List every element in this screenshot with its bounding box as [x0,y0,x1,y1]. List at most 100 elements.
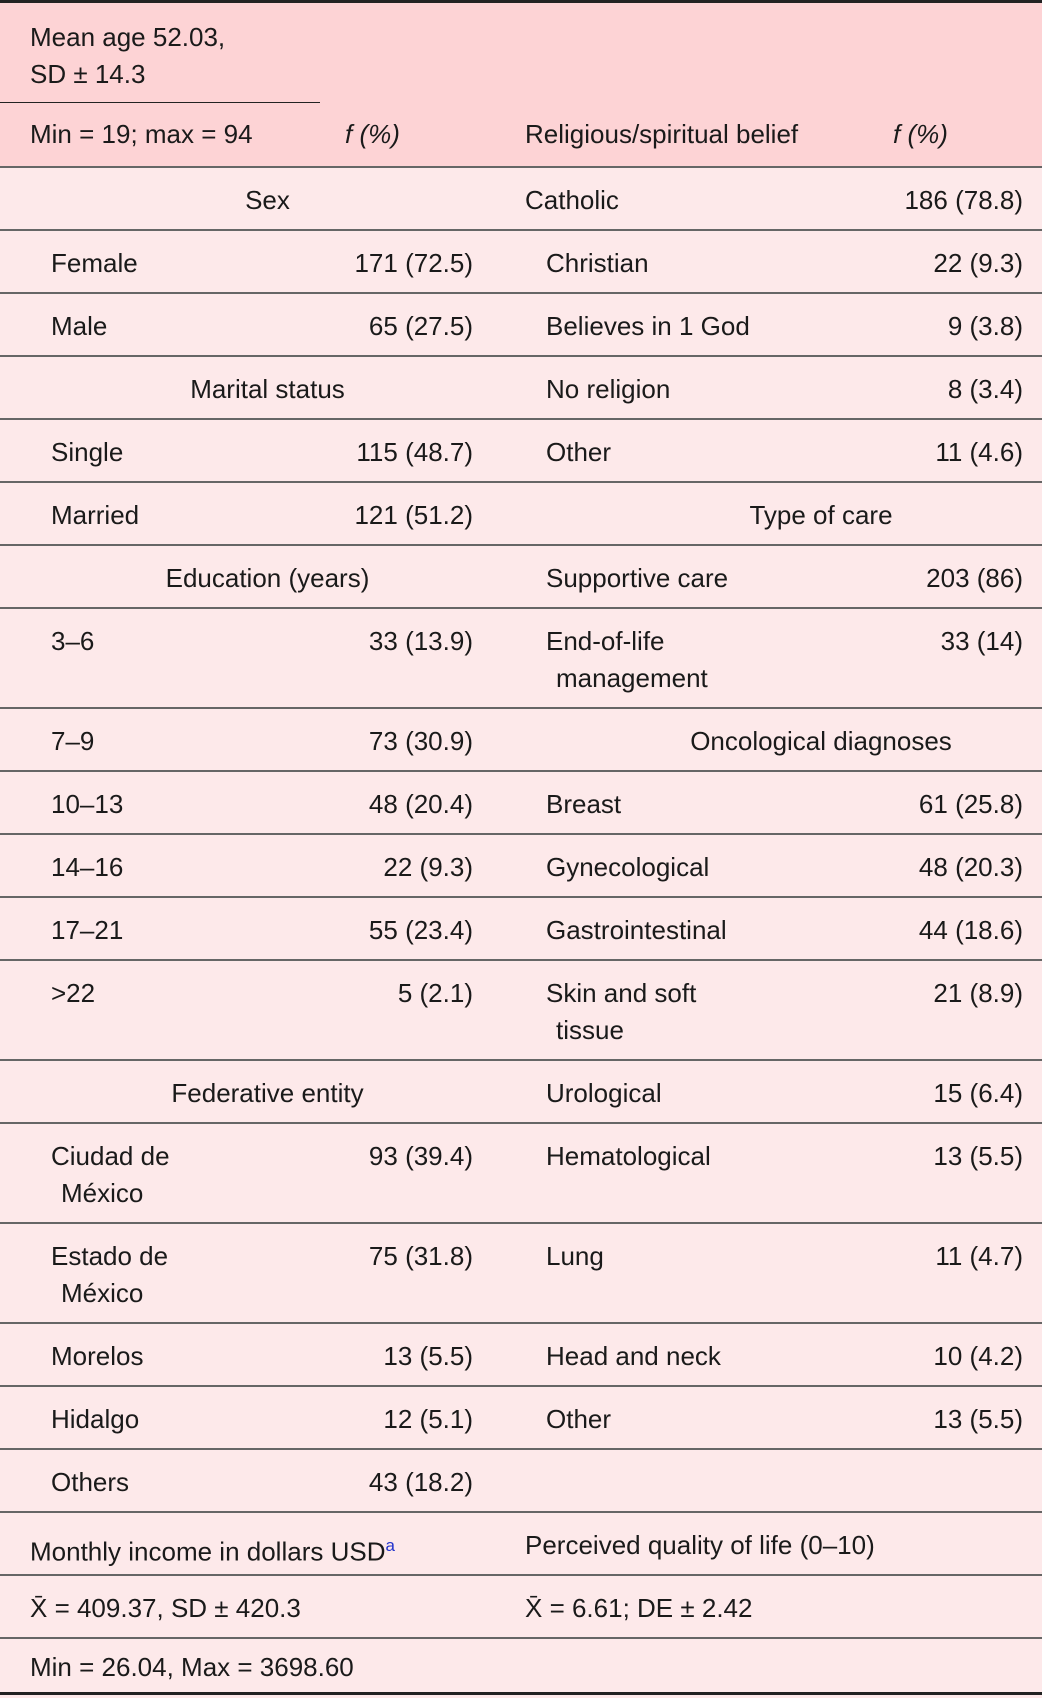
left-item-value: 171 (72.5) [354,248,473,278]
table-row: 7–9 73 (30.9) Oncological diagnoses [0,709,1042,772]
left-item-value: 121 (51.2) [354,500,473,530]
left-item-value: 43 (18.2) [368,1467,473,1497]
right-item-value: 15 (6.4) [933,1078,1023,1108]
left-item-label: Morelos [51,1341,144,1371]
right-item-value: 22 (9.3) [933,248,1023,278]
left-item-value: 33 (13.9) [368,626,473,656]
table-row: Federative entity Urological 15 (6.4) [0,1061,1042,1124]
table-row: Hidalgo 12 (5.1) Other 13 (5.5) [0,1387,1042,1450]
table-row: 10–13 48 (20.4) Breast 61 (25.8) [0,772,1042,835]
table-row: Male 65 (27.5) Believes in 1 God 9 (3.8) [0,294,1042,357]
footer-row-range: Min = 26.04, Max = 3698.60 [0,1639,1042,1695]
left-item-value: 73 (30.9) [368,726,473,756]
age-range-header: Min = 19; max = 94 [30,119,253,149]
right-item-value: 9 (3.8) [947,311,1023,341]
left-item-value: 5 (2.1) [397,978,473,1008]
right-item-value: 11 (4.7) [935,1241,1023,1271]
table-row: Marital status No religion 8 (3.4) [0,357,1042,420]
section-heading: Marital status [190,374,345,404]
right-item-label: Hematological [546,1141,711,1171]
left-item-label: >22 [51,978,96,1008]
right-item-value: 186 (78.8) [904,185,1023,215]
mean-age-text: Mean age 52.03, SD ± 14.3 [30,22,226,89]
header-rule [0,102,320,103]
right-item-label: Breast [546,789,622,819]
section-heading: Education (years) [165,563,370,593]
left-item-value: 65 (27.5) [368,311,473,341]
right-item-label: Believes in 1 God [546,311,750,341]
right-item-value: 33 (14) [940,626,1023,656]
left-item-label: 7–9 [51,726,95,756]
left-item-value: 22 (9.3) [383,852,473,882]
section-heading: Federative entity [171,1078,364,1108]
right-item-value: 8 (3.4) [947,374,1023,404]
right-item-label: No religion [546,374,671,404]
table-row: Estado de México 75 (31.8) Lung 11 (4.7) [0,1224,1042,1324]
left-item-label: Single [51,437,124,467]
income-footnote-link[interactable]: a [385,1536,395,1555]
right-item-label: Christian [546,248,649,278]
frequency-header-right-text: f (%) [893,119,948,149]
section-heading: Sex [245,185,290,215]
left-item-value: 12 (5.1) [383,1404,473,1434]
quality-of-life-mean: X̄ = 6.61; DE ± 2.42 [525,1593,753,1623]
religious-belief-header: Religious/spiritual belief [525,119,799,149]
right-item-label: End-of-life management [546,626,708,693]
right-item-label: Urological [546,1078,662,1108]
income-label: Monthly income in dollars USDa [30,1527,395,1571]
left-item-value: 48 (20.4) [368,789,473,819]
left-item-label: 3–6 [51,626,95,656]
right-item-label: Lung [546,1241,604,1271]
right-item-value: 203 (86) [926,563,1023,593]
left-item-value: 115 (48.7) [356,437,473,467]
left-item-value: 75 (31.8) [368,1241,473,1271]
table-row: Others 43 (18.2) [0,1450,1042,1513]
right-item-label: Other [546,437,612,467]
right-item-value: 44 (18.6) [918,915,1023,945]
right-item-value: 11 (4.6) [935,437,1023,467]
left-item-label: 17–21 [51,915,124,945]
table-row: Married 121 (51.2) Type of care [0,483,1042,546]
right-item-label: Other [546,1404,612,1434]
frequency-header-right: f (%) [893,116,948,153]
frequency-header-left-text: f (%) [345,119,400,149]
left-item-label: 10–13 [51,789,124,819]
table-row: 3–6 33 (13.9) End-of-life management 33 (14… [0,609,1042,709]
right-item-label: Head and neck [546,1341,721,1371]
table-row: 17–21 55 (23.4) Gastrointestinal 44 (18.6) [0,898,1042,961]
right-item-value: 13 (5.5) [933,1141,1023,1171]
left-item-label: Married [51,500,140,530]
table-row: >22 5 (2.1) Skin and soft tissue 21 (8.9) [0,961,1042,1061]
table-row: Single 115 (48.7) Other 11 (4.6) [0,420,1042,483]
right-item-value: 10 (4.2) [933,1341,1023,1371]
table-row: Education (years) Supportive care 203 (86) [0,546,1042,609]
table-row: Female 171 (72.5) Christian 22 (9.3) [0,231,1042,294]
income-range: Min = 26.04, Max = 3698.60 [30,1652,354,1682]
right-item-label: Catholic [525,185,619,215]
left-item-label: Ciudad de México [51,1141,170,1208]
table-header-row: Min = 19; max = 94 f (%) Religious/spiri… [0,103,1042,168]
right-item-label: Gynecological [546,852,710,882]
table-row: Ciudad de México 93 (39.4) Hematological 13… [0,1124,1042,1224]
left-item-label: Male [51,311,108,341]
table-row: 14–16 22 (9.3) Gynecological 48 (20.3) [0,835,1042,898]
income-label-text: Monthly income in dollars USD [30,1536,386,1567]
right-item-value: 13 (5.5) [933,1404,1023,1434]
left-item-value: 13 (5.5) [383,1341,473,1371]
table-row: Sex Catholic 186 (78.8) [0,168,1042,231]
right-item-label: Gastrointestinal [546,915,727,945]
table-body: Sex Catholic 186 (78.8) Female 171 (72.5) Chr… [0,168,1042,1513]
left-item-label: Estado de México [51,1241,169,1308]
income-mean: X̄ = 409.37, SD ± 420.3 [30,1593,301,1623]
table-row: Morelos 13 (5.5) Head and neck 10 (4.2) [0,1324,1042,1387]
left-item-label: Others [51,1467,130,1497]
section-heading: Oncological diagnoses [690,726,952,756]
footer-row-labels: Monthly income in dollars USDa Perceived… [0,1513,1042,1576]
left-item-label: Female [51,248,138,278]
frequency-header-left: f (%) [345,116,400,153]
left-item-value: 93 (39.4) [368,1141,473,1171]
right-item-label: Supportive care [546,563,729,593]
right-item-value: 61 (25.8) [918,789,1023,819]
left-item-label: 14–16 [51,852,124,882]
